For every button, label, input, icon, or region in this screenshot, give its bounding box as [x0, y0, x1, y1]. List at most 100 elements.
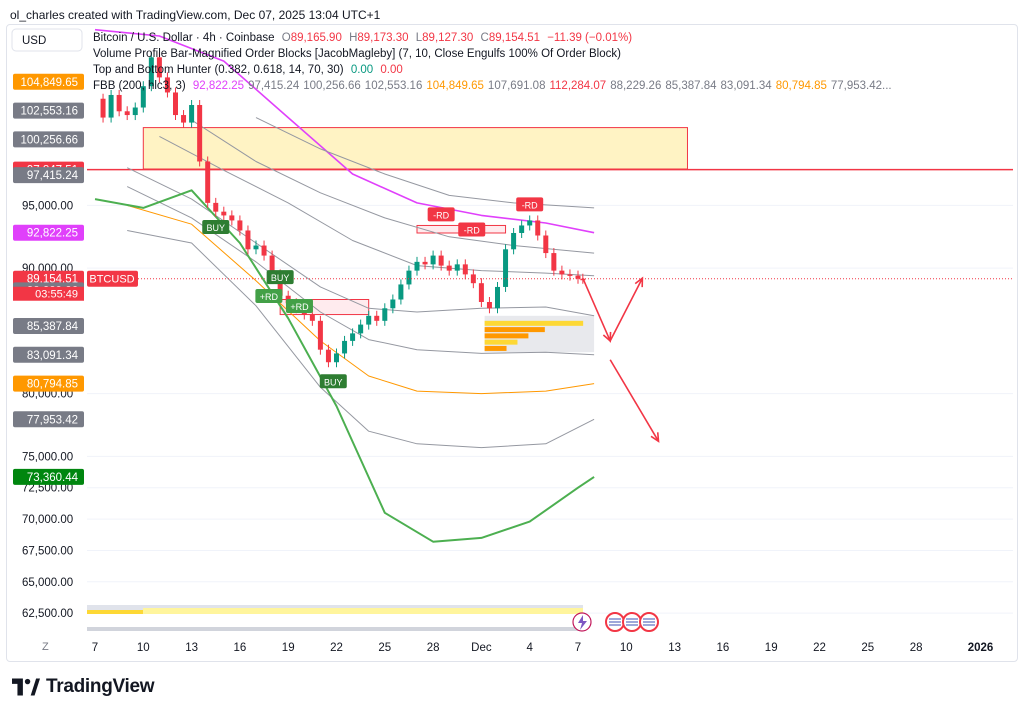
indicator-value: 112,284.07 [549, 80, 607, 92]
signal-text: +RD [290, 302, 309, 312]
candle-body [374, 315, 380, 321]
candle-body [406, 270, 412, 285]
candle-body [132, 107, 138, 116]
indicator-legend-row[interactable]: Volume Profile Bar-Magnified Order Block… [93, 46, 892, 62]
x-tick-label: 4 [526, 642, 533, 654]
arrow-head [602, 331, 612, 343]
volume-profile-bar [484, 345, 507, 351]
countdown-text: 03:55:49 [35, 289, 78, 301]
series-line [159, 135, 595, 277]
candle-body [261, 245, 267, 256]
candle-body [317, 320, 323, 350]
indicator-value: 92,822.25 [192, 80, 245, 92]
candle-body [503, 249, 509, 287]
candle-body [156, 57, 162, 78]
x-tick-label: 28 [427, 642, 440, 654]
indicator-value: 0.00 [380, 64, 403, 76]
indicator-value: 80,794.85 [775, 80, 827, 92]
series-line [127, 204, 595, 395]
price-label [13, 131, 84, 148]
indicator-value: 0.00 [350, 64, 374, 76]
candle-body [470, 274, 476, 284]
signal-text: BUY [206, 223, 225, 233]
event-icons[interactable] [572, 612, 659, 632]
tradingview-logo[interactable]: TradingView [12, 676, 155, 698]
candle-body [350, 333, 356, 341]
symbol-legend-row[interactable]: Bitcoin / U.S. Dollar · 4h · Coinbase O8… [93, 30, 892, 46]
price-chart[interactable]: BUY BUY +RD +RD BUY -RD -RD -RD 62,500.00 65,000… [0, 0, 1024, 672]
candle-body [148, 57, 154, 87]
open-value: 89,165.90 [290, 32, 342, 44]
y-tick-label: 67,500.00 [22, 545, 73, 557]
candle-body [446, 265, 452, 271]
time-axis[interactable]: 7 10 13 16 19 22 25 28 Dec 4 7 10 13 16 19 22 25 28 2026 [92, 642, 994, 654]
price-label-text: 80,794.85 [27, 379, 78, 391]
candle-body [535, 220, 541, 236]
x-tick-label: Dec [471, 642, 492, 654]
price-label-text: 83,091.34 [27, 350, 79, 362]
indicator-bands [94, 28, 595, 543]
grid [87, 204, 1013, 631]
candle-body [325, 349, 331, 363]
symbol-tag-text: BTCUSD [89, 274, 134, 286]
price-label-text: 73,360.44 [27, 472, 79, 484]
auto-scale-button[interactable]: Z [42, 641, 49, 653]
x-tick-label: 2026 [968, 642, 994, 654]
order-blocks [87, 127, 1013, 353]
candle-body [100, 98, 106, 118]
candle-body [575, 275, 581, 279]
price-label-text: 92,822.25 [27, 228, 78, 240]
indicator-value: 97,415.24 [248, 80, 300, 92]
price-axis[interactable]: 62,500.00 65,000.00 67,500.00 70,000.00 72,5… [13, 73, 138, 620]
price-label [13, 102, 84, 119]
y-tick-label: 75,000.00 [22, 451, 73, 463]
candle-body [414, 261, 420, 271]
x-tick-label: 28 [910, 642, 923, 654]
x-tick-label: 13 [185, 642, 198, 654]
indicator-legend-row[interactable]: Top and Bottom Hunter (0.382, 0.618, 14,… [93, 62, 892, 78]
projection-path [609, 359, 660, 442]
candle-body [398, 284, 404, 300]
candle-body [559, 270, 565, 275]
indicator-legend-row[interactable]: FBB (200, hlc3, 3) 92,822.25 97,415.24 100… [93, 78, 892, 94]
signal-text: +RD [260, 292, 279, 302]
arrow-head [650, 432, 660, 443]
candle-body [519, 225, 525, 233]
candle-body [358, 324, 364, 334]
flash-bolt [578, 615, 587, 630]
x-tick-label: 22 [813, 642, 826, 654]
candle-body [342, 340, 348, 354]
y-tick-label: 95,000.00 [22, 200, 73, 212]
signal-text: -RD [522, 200, 538, 210]
chart-legend: Bitcoin / U.S. Dollar · 4h · Coinbase O8… [93, 30, 892, 94]
candle-body [527, 220, 533, 226]
indicator-value: 88,229.26 [610, 80, 662, 92]
high-value: 89,173.30 [357, 32, 409, 44]
low-label: L [415, 32, 423, 44]
candle-body [205, 161, 211, 203]
order-block [142, 127, 688, 170]
candle-body [253, 245, 259, 250]
candle-body [277, 274, 283, 296]
candle-body [390, 299, 396, 309]
signal-text: BUY [271, 273, 290, 283]
candle-body [430, 255, 436, 265]
signal-text: -RD [433, 210, 449, 220]
scroll-strip [87, 627, 583, 631]
indicator-value: 77,953.42... [830, 80, 892, 92]
candle-body [116, 94, 122, 112]
candle-body [197, 105, 203, 162]
price-label [13, 317, 84, 334]
volume-strip [87, 605, 583, 610]
signal-label [458, 222, 486, 237]
close-label: C [480, 32, 489, 44]
currency-button[interactable] [11, 28, 83, 52]
price-label-text: 100,256.66 [20, 134, 78, 146]
indicator-title: Volume Profile Bar-Magnified Order Block… [93, 48, 621, 60]
indicator-title: FBB (200, hlc3, 3) [93, 80, 186, 92]
volume-profile-bar [484, 320, 584, 326]
signal-text: BUY [324, 377, 343, 387]
high-label: H [349, 32, 358, 44]
y-tick-label: 62,500.00 [22, 608, 73, 620]
volume-strip [143, 608, 583, 614]
